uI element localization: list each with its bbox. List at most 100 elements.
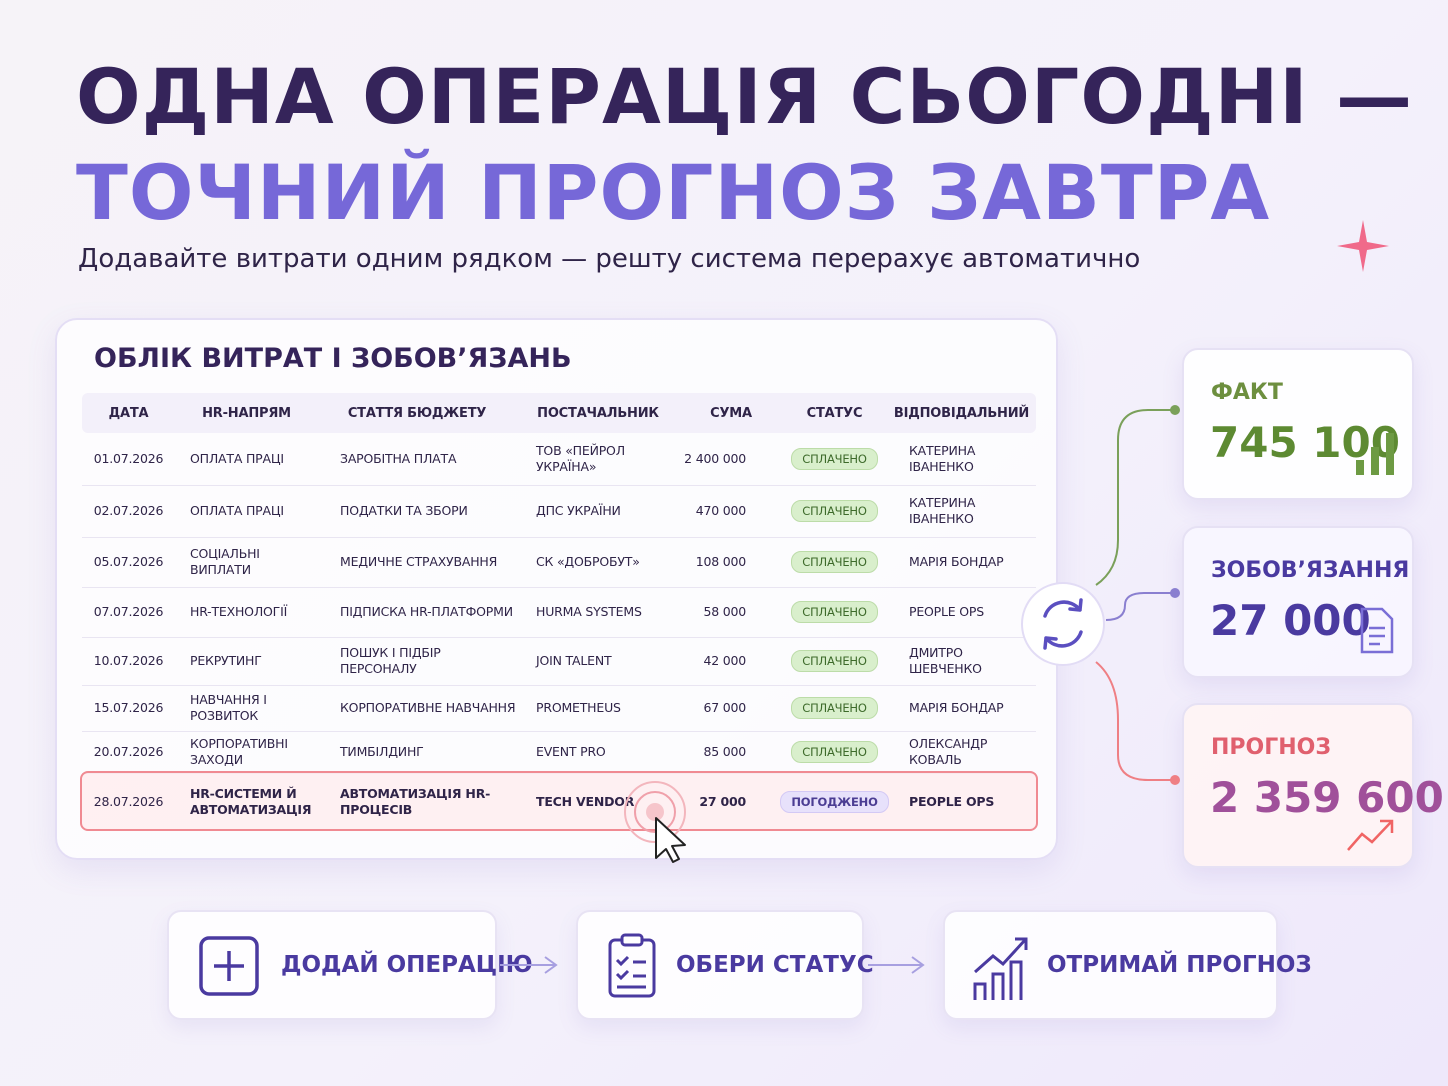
metric-card: ПРОГНОЗ 2 359 600 xyxy=(1182,703,1444,868)
table-cell: РЕКРУТИНГ xyxy=(190,652,262,668)
table-cell: PROMETHEUS xyxy=(536,699,621,715)
table-cell: СПЛАЧЕНО xyxy=(782,433,887,485)
column-header: СУМА xyxy=(710,405,752,421)
metric-label: ПРОГНОЗ xyxy=(1211,735,1332,760)
column-header: ВІДПОВІДАЛЬНИЙ xyxy=(893,405,1030,421)
table-cell: СПЛАЧЕНО xyxy=(782,587,887,637)
metric-value: 2 359 600 xyxy=(1210,773,1444,822)
table-cell: КОРПОРАТИВНІ ЗАХОДИ xyxy=(190,735,288,767)
table-cell: HR-СИСТЕМИ Й АВТОМАТИЗАЦІЯ xyxy=(190,785,312,817)
status-badge: СПЛАЧЕНО xyxy=(791,550,878,574)
table-cell: СПЛАЧЕНО xyxy=(782,731,887,773)
table-cell: 67 000 xyxy=(703,699,746,715)
step-label: ДОДАЙ ОПЕРАЦІЮ xyxy=(281,952,533,978)
metric-card: ЗОБОВ’ЯЗАННЯ 27 000 xyxy=(1182,526,1414,678)
growth-icon xyxy=(973,937,1028,1000)
table-cell: 01.07.2026 xyxy=(93,450,164,466)
table-cell: МАРІЯ БОНДАР xyxy=(909,699,1004,715)
table-cell: 2 400 000 xyxy=(684,450,746,466)
metric-label: ЗОБОВ’ЯЗАННЯ xyxy=(1211,558,1410,583)
table-cell: НАВЧАННЯ І РОЗВИТОК xyxy=(190,691,267,723)
table-cell: КАТЕРИНА ІВАНЕНКО xyxy=(909,442,976,474)
row-divider xyxy=(82,587,1036,588)
table-cell: 20.07.2026 xyxy=(93,743,164,759)
table-cell: 02.07.2026 xyxy=(93,502,164,518)
title-line-2: ТОЧНИЙ ПРОГНОЗ ЗАВТРА xyxy=(76,148,1271,237)
status-badge: СПЛАЧЕНО xyxy=(791,649,878,673)
table-cell: PEOPLE OPS xyxy=(909,603,984,619)
row-divider xyxy=(82,731,1036,732)
metric-label: ФАКТ xyxy=(1211,380,1283,405)
table-cell: ДПС УКРАЇНИ xyxy=(536,502,621,518)
table-cell: СОЦІАЛЬНІ ВИПЛАТИ xyxy=(190,545,260,577)
status-badge: СПЛАЧЕНО xyxy=(791,499,878,523)
checklist-icon xyxy=(608,933,656,998)
table-cell: СПЛАЧЕНО xyxy=(782,685,887,731)
table-cell: 42 000 xyxy=(703,652,746,668)
table-cell: ОЛЕКСАНДР КОВАЛЬ xyxy=(909,735,988,767)
highlight-row xyxy=(80,771,1038,831)
table-cell: ТИМБІЛДИНГ xyxy=(340,743,424,759)
table-cell: TECH VENDOR xyxy=(536,793,635,809)
table-cell: JOIN TALENT xyxy=(536,652,612,668)
table-cell: ДМИТРО ШЕВЧЕНКО xyxy=(909,644,982,676)
table-cell: ПОГОДЖЕНО xyxy=(780,773,889,831)
table-cell: 07.07.2026 xyxy=(93,603,164,619)
row-divider xyxy=(82,537,1036,538)
table-cell: КОРПОРАТИВНЕ НАВЧАННЯ xyxy=(340,699,516,715)
column-header: ДАТА xyxy=(108,405,149,421)
table-cell: АВТОМАТИЗАЦІЯ HR-ПРОЦЕСІВ xyxy=(340,785,491,817)
table-cell: МЕДИЧНЕ СТРАХУВАННЯ xyxy=(340,553,498,569)
table-header-bg xyxy=(82,393,1036,433)
step: ОТРИМАЙ ПРОГНОЗ xyxy=(943,910,1312,1020)
table-cell: 28.07.2026 xyxy=(93,793,164,809)
table-cell: EVENT PRO xyxy=(536,743,606,759)
metric-value: 27 000 xyxy=(1210,596,1371,645)
column-header: ПОСТАЧАЛЬНИК xyxy=(537,405,659,421)
status-badge: СПЛАЧЕНО xyxy=(791,696,878,720)
table-cell: PEOPLE OPS xyxy=(909,793,995,809)
subtitle: Додавайте витрати одним рядком — решту с… xyxy=(78,244,1141,274)
column-header: HR-НАПРЯМ xyxy=(202,405,291,421)
table-cell: 15.07.2026 xyxy=(93,699,164,715)
step-label: ОБЕРИ СТАТУС xyxy=(676,952,874,978)
column-header: СТАТУС xyxy=(806,405,863,421)
table-cell: МАРІЯ БОНДАР xyxy=(909,553,1004,569)
table-title: ОБЛІК ВИТРАТ І ЗОБОВ’ЯЗАНЬ xyxy=(94,343,572,374)
table-cell: HR-ТЕХНОЛОГІЇ xyxy=(190,603,288,619)
table-cell: СПЛАЧЕНО xyxy=(782,485,887,537)
table-cell: 10.07.2026 xyxy=(93,652,164,668)
table-cell: 108 000 xyxy=(695,553,746,569)
row-divider xyxy=(82,685,1036,686)
status-badge: СПЛАЧЕНО xyxy=(791,447,878,471)
table-cell: СПЛАЧЕНО xyxy=(782,537,887,587)
table-cell: СК «ДОБРОБУТ» xyxy=(536,553,640,569)
table-cell: 85 000 xyxy=(703,743,746,759)
table-cell: ЗАРОБІТНА ПЛАТА xyxy=(340,450,457,466)
row-divider xyxy=(82,637,1036,638)
table-cell: ОПЛАТА ПРАЦІ xyxy=(190,450,284,466)
table-cell: 470 000 xyxy=(695,502,746,518)
status-badge: СПЛАЧЕНО xyxy=(791,600,878,624)
table-cell: ОПЛАТА ПРАЦІ xyxy=(190,502,284,518)
table-cell: ТОВ «ПЕЙРОЛ УКРАЇНА» xyxy=(536,442,625,474)
table-cell: ПІДПИСКА HR-ПЛАТФОРМИ xyxy=(340,603,513,619)
title-line-1: ОДНА ОПЕРАЦІЯ СЬОГОДНІ — xyxy=(76,52,1413,141)
status-badge: ПОГОДЖЕНО xyxy=(780,790,889,814)
table-cell: ПОШУК І ПІДБІР ПЕРСОНАЛУ xyxy=(340,644,441,676)
table-cell: ПОДАТКИ ТА ЗБОРИ xyxy=(340,502,468,518)
table-cell: 58 000 xyxy=(703,603,746,619)
table-cell: HURMA SYSTEMS xyxy=(536,603,642,619)
plus-icon xyxy=(199,936,259,996)
table-cell: 27 000 xyxy=(699,793,746,809)
table-cell: 05.07.2026 xyxy=(93,553,164,569)
step: ОБЕРИ СТАТУС xyxy=(576,910,874,1020)
row-divider xyxy=(82,485,1036,486)
step: ДОДАЙ ОПЕРАЦІЮ xyxy=(167,910,533,1020)
status-badge: СПЛАЧЕНО xyxy=(791,740,878,764)
table-cell: КАТЕРИНА ІВАНЕНКО xyxy=(909,494,976,526)
sparkle xyxy=(1337,220,1389,272)
metric-value: 745 100 xyxy=(1210,418,1400,467)
